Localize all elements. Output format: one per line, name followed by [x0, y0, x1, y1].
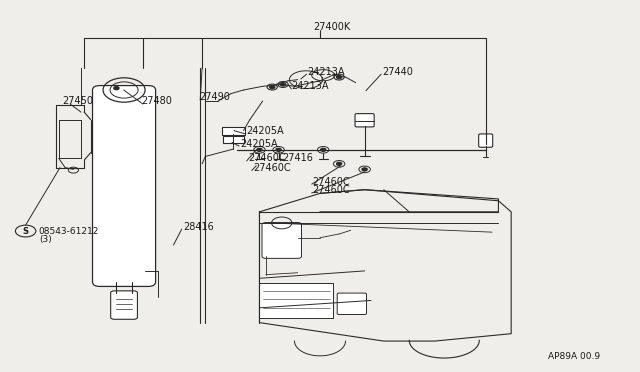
Text: 27460C: 27460C — [253, 163, 291, 173]
Text: 27440: 27440 — [383, 67, 413, 77]
FancyBboxPatch shape — [111, 291, 138, 319]
Text: (3): (3) — [40, 235, 52, 244]
Text: AP89A 00.9: AP89A 00.9 — [548, 352, 600, 361]
FancyBboxPatch shape — [262, 222, 301, 259]
FancyBboxPatch shape — [223, 136, 244, 143]
FancyBboxPatch shape — [93, 86, 156, 286]
FancyBboxPatch shape — [222, 127, 245, 135]
Circle shape — [269, 86, 275, 89]
Text: 27490: 27490 — [199, 92, 230, 102]
Circle shape — [337, 76, 342, 78]
Text: 24213A: 24213A — [291, 81, 329, 91]
Circle shape — [362, 168, 367, 171]
Text: 24205A: 24205A — [246, 126, 284, 137]
Circle shape — [280, 83, 285, 86]
Circle shape — [114, 87, 119, 90]
Text: 24205A: 24205A — [241, 138, 278, 148]
Text: 08543-61212: 08543-61212 — [38, 227, 99, 235]
Text: 28416: 28416 — [183, 222, 214, 232]
Text: 27416: 27416 — [282, 153, 313, 163]
FancyBboxPatch shape — [337, 293, 367, 314]
Text: 27460C: 27460C — [312, 185, 350, 195]
Text: 24213A: 24213A — [307, 67, 345, 77]
Text: 27480: 27480 — [141, 96, 172, 106]
Circle shape — [276, 148, 281, 151]
FancyBboxPatch shape — [479, 134, 493, 147]
Circle shape — [337, 162, 342, 165]
Text: 27450: 27450 — [62, 96, 93, 106]
Text: 27460C: 27460C — [248, 153, 286, 163]
Text: S: S — [22, 227, 29, 235]
FancyBboxPatch shape — [355, 113, 374, 127]
Text: 27400K: 27400K — [314, 22, 351, 32]
Circle shape — [321, 148, 326, 151]
Circle shape — [257, 148, 262, 151]
FancyBboxPatch shape — [259, 283, 333, 318]
Text: 27460C: 27460C — [312, 177, 350, 187]
